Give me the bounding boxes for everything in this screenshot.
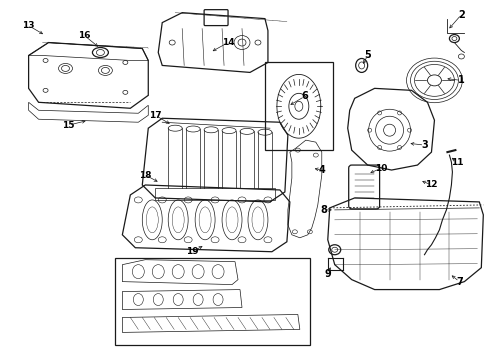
- Text: 7: 7: [455, 276, 462, 287]
- Text: 11: 11: [450, 158, 463, 167]
- Bar: [264, 62, 332, 150]
- Text: 2: 2: [457, 10, 464, 20]
- Bar: [115, 258, 309, 345]
- Text: 10: 10: [375, 163, 387, 172]
- Text: 14: 14: [221, 38, 234, 47]
- Bar: [155, 188, 274, 200]
- Text: 3: 3: [420, 140, 427, 150]
- Text: 15: 15: [62, 121, 75, 130]
- Text: 19: 19: [185, 247, 198, 256]
- Text: 5: 5: [364, 50, 370, 60]
- Text: 17: 17: [149, 111, 161, 120]
- Text: 8: 8: [320, 205, 326, 215]
- Text: 4: 4: [318, 165, 325, 175]
- Text: 12: 12: [425, 180, 437, 189]
- Text: 1: 1: [457, 75, 464, 85]
- Text: 9: 9: [324, 269, 330, 279]
- Text: 18: 18: [139, 171, 151, 180]
- Text: 16: 16: [78, 31, 90, 40]
- Text: 13: 13: [22, 21, 35, 30]
- Text: 6: 6: [301, 91, 307, 101]
